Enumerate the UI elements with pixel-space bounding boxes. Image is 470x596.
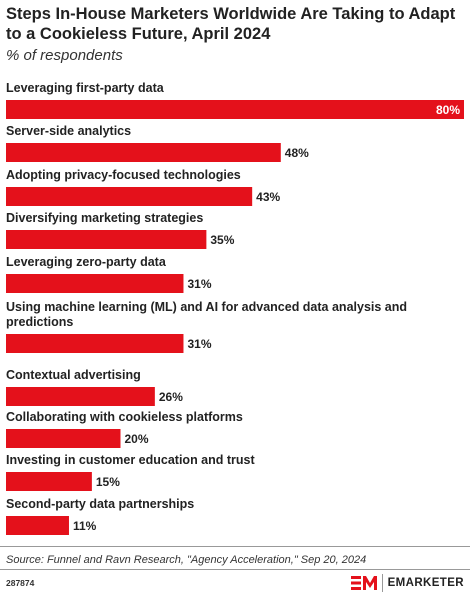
value-label-leveraging-zero-party-data: 31% [187,277,211,291]
category-label-using-machine-learning-ml-and-ai-for-advanced-data-analysis-and-predictions: Using machine learning (ML) and AI for a… [6,300,407,329]
category-label-leveraging-zero-party-data: Leveraging zero-party data [6,255,167,269]
footer: 287874 EMARKETER [0,570,470,596]
value-label-leveraging-first-party-data: 80% [436,103,460,117]
category-label-contextual-advertising: Contextual advertising [6,368,141,382]
bar-leveraging-zero-party-data [6,274,184,293]
bar-adopting-privacy-focused-technologies [6,187,253,206]
category-label-adopting-privacy-focused-technologies: Adopting privacy-focused technologies [6,168,241,182]
category-label-investing-in-customer-education-and-trust: Investing in customer education and trus… [6,453,255,467]
bar-contextual-advertising [6,387,155,406]
bar-collaborating-with-cookieless-platforms [6,429,121,448]
value-label-contextual-advertising: 26% [159,390,183,404]
value-label-diversifying-marketing-strategies: 35% [210,233,234,247]
value-label-second-party-data-partnerships: 11% [73,519,97,533]
brand: EMARKETER [350,574,464,592]
bar-using-machine-learning-ml-and-ai-for-advanced-data-analysis-and-predictions [6,334,184,353]
bar-investing-in-customer-education-and-trust [6,472,92,491]
footer-divider [0,569,470,570]
category-label-diversifying-marketing-strategies: Diversifying marketing strategies [6,211,203,225]
value-label-collaborating-with-cookieless-platforms: 20% [125,432,149,446]
source-divider [0,546,470,547]
value-label-adopting-privacy-focused-technologies: 43% [256,190,280,204]
chart-title: Steps In-House Marketers Worldwide Are T… [6,5,456,43]
bar-server-side-analytics [6,143,281,162]
value-label-using-machine-learning-ml-and-ai-for-advanced-data-analysis-and-predictions: 31% [187,337,211,351]
category-label-second-party-data-partnerships: Second-party data partnerships [6,497,194,511]
bar-second-party-data-partnerships [6,516,69,535]
source-note: Source: Funnel and Ravn Research, "Agenc… [6,554,367,566]
em-logo-icon [350,574,383,592]
category-label-server-side-analytics: Server-side analytics [6,124,131,138]
category-label-leveraging-first-party-data: Leveraging first-party data [6,81,165,95]
brand-name: EMARKETER [387,577,464,589]
chart-id: 287874 [6,578,35,588]
bar-leveraging-first-party-data [6,100,464,119]
chart-subtitle: % of respondents [6,47,123,64]
bar-diversifying-marketing-strategies [6,230,207,249]
category-label-collaborating-with-cookieless-platforms: Collaborating with cookieless platforms [6,410,243,424]
bar-chart: Leveraging first-party data 80% Server-sid… [6,81,464,535]
value-label-server-side-analytics: 48% [285,146,309,160]
value-label-investing-in-customer-education-and-trust: 15% [96,475,120,489]
